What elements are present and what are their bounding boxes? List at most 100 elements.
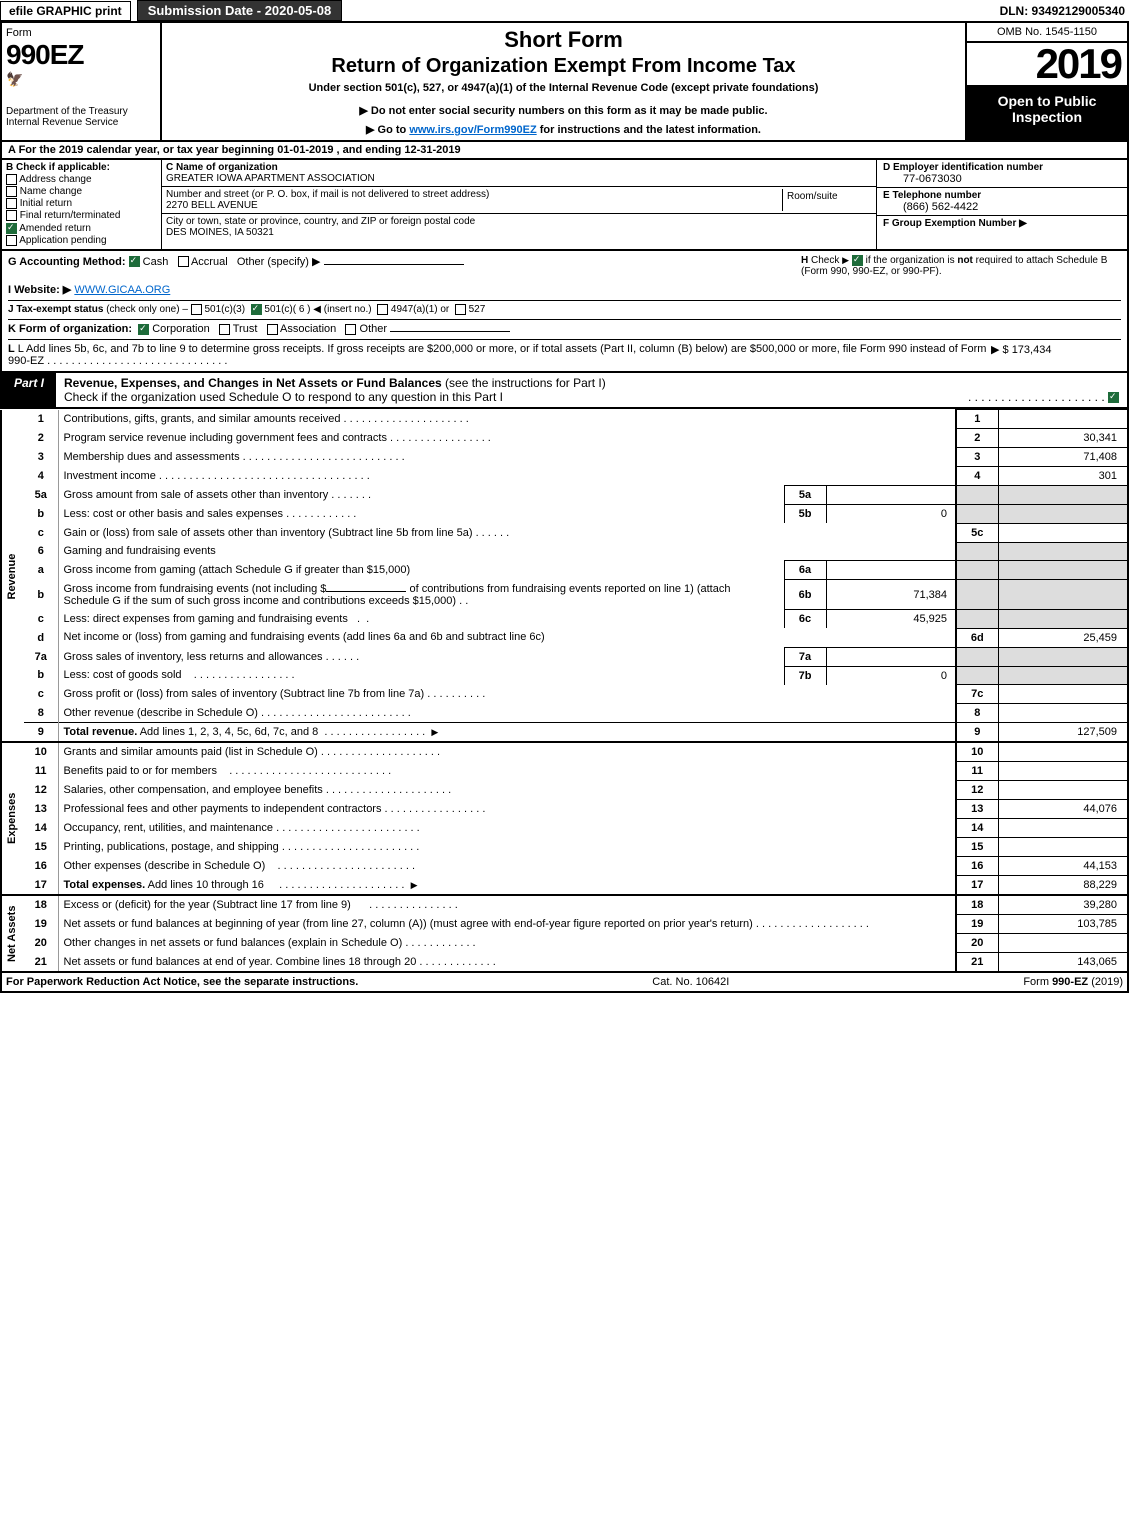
chk-other-org[interactable]	[345, 324, 356, 335]
l12-desc: Salaries, other compensation, and employ…	[64, 784, 323, 796]
go-to-instructions: ▶ Go to www.irs.gov/Form990EZ for instru…	[168, 123, 959, 136]
col-b-header: B Check if applicable:	[6, 162, 157, 173]
part1-header: Part I Revenue, Expenses, and Changes in…	[0, 373, 1129, 409]
l1-desc: Contributions, gifts, grants, and simila…	[64, 413, 341, 425]
l9-rv: 127,509	[998, 723, 1128, 743]
l7c-rn: 7c	[956, 685, 998, 704]
l6d-num: d	[24, 628, 58, 647]
l1-num: 1	[24, 410, 58, 429]
l1-rv	[998, 410, 1128, 429]
l3-desc: Membership dues and assessments	[64, 451, 240, 463]
chk-assoc[interactable]	[267, 324, 278, 335]
chk-501c3[interactable]	[191, 304, 202, 315]
l7b-num: b	[24, 666, 58, 685]
l17-rn: 17	[956, 876, 998, 896]
l7a-rshade	[956, 647, 998, 666]
chk-cash[interactable]	[129, 256, 140, 267]
chk-501c[interactable]	[251, 304, 262, 315]
chk-initial-return[interactable]: Initial return	[6, 198, 157, 209]
l5c-rn: 5c	[956, 523, 998, 542]
top-bar: efile GRAPHIC print Submission Date - 20…	[0, 0, 1129, 23]
l10-num: 10	[24, 742, 58, 762]
line-1: Revenue 1 Contributions, gifts, grants, …	[1, 410, 1128, 429]
row-g: G Accounting Method: Cash Accrual Other …	[8, 255, 801, 277]
part1-line-table: Revenue 1 Contributions, gifts, grants, …	[0, 409, 1129, 973]
l15-rn: 15	[956, 838, 998, 857]
irs-gov-link[interactable]: www.irs.gov/Form990EZ	[409, 124, 536, 136]
footer-paperwork: For Paperwork Reduction Act Notice, see …	[6, 976, 358, 988]
l19-num: 19	[24, 915, 58, 934]
l6a-mn: 6a	[784, 561, 826, 580]
chk-527[interactable]	[455, 304, 466, 315]
dln-label: DLN: 93492129005340	[1000, 4, 1129, 18]
l12-rv	[998, 781, 1128, 800]
l10-rn: 10	[956, 742, 998, 762]
line-16: 16 Other expenses (describe in Schedule …	[1, 857, 1128, 876]
line-20: 20 Other changes in net assets or fund b…	[1, 934, 1128, 953]
g-other-input[interactable]	[324, 264, 464, 265]
l7b-mn: 7b	[784, 666, 826, 685]
chk-trust[interactable]	[219, 324, 230, 335]
l2-rv: 30,341	[998, 429, 1128, 448]
l3-rn: 3	[956, 448, 998, 467]
e-phone-label: E Telephone number	[883, 190, 1121, 201]
l7b-mv: 0	[826, 666, 956, 685]
dept-treasury: Department of the Treasury	[6, 106, 156, 117]
chk-corp[interactable]	[138, 324, 149, 335]
line-13: 13 Professional fees and other payments …	[1, 800, 1128, 819]
revenue-vert-label: Revenue	[1, 410, 24, 743]
l6b-contrib-input[interactable]	[326, 591, 406, 592]
l6a-num: a	[24, 561, 58, 580]
l7a-num: 7a	[24, 647, 58, 666]
chk-application-pending[interactable]: Application pending	[6, 235, 157, 246]
l20-desc: Other changes in net assets or fund bala…	[64, 937, 403, 949]
l8-desc: Other revenue (describe in Schedule O)	[64, 707, 258, 719]
l18-desc: Excess or (deficit) for the year (Subtra…	[64, 899, 351, 911]
chk-schedule-o[interactable]	[1108, 392, 1119, 403]
row-l: L L Add lines 5b, 6c, and 7b to line 9 t…	[8, 339, 1121, 367]
l6c-mn: 6c	[784, 610, 826, 629]
c-street-label: Number and street (or P. O. box, if mail…	[166, 189, 489, 200]
l5b-rshade	[956, 505, 998, 524]
l7c-num: c	[24, 685, 58, 704]
chk-4947[interactable]	[377, 304, 388, 315]
do-not-ssn: ▶ Do not enter social security numbers o…	[168, 104, 959, 117]
row-a-tax-year: A For the 2019 calendar year, or tax yea…	[0, 142, 1129, 160]
line-11: 11 Benefits paid to or for members . . .…	[1, 762, 1128, 781]
chk-address-change[interactable]: Address change	[6, 174, 157, 185]
j-501c: 501(c)( 6 ) ◀ (insert no.)	[264, 304, 371, 315]
efile-print-button[interactable]: efile GRAPHIC print	[0, 1, 131, 21]
chk-name-change[interactable]: Name change	[6, 186, 157, 197]
k-other-input[interactable]	[390, 331, 510, 332]
part1-title-rest: (see the instructions for Part I)	[442, 376, 606, 390]
chk-amended-return[interactable]: Amended return	[6, 223, 157, 234]
l16-desc: Other expenses (describe in Schedule O)	[64, 860, 266, 872]
line-7c: c Gross profit or (loss) from sales of i…	[1, 685, 1128, 704]
l15-rv	[998, 838, 1128, 857]
page-footer: For Paperwork Reduction Act Notice, see …	[0, 973, 1129, 993]
l21-num: 21	[24, 953, 58, 973]
l6b-desc-pre: Gross income from fundraising events (no…	[64, 583, 327, 595]
section-ghijkl: G Accounting Method: Cash Accrual Other …	[0, 251, 1129, 373]
l5a-rvshade	[998, 486, 1128, 505]
line-7a: 7a Gross sales of inventory, less return…	[1, 647, 1128, 666]
l5c-rv	[998, 523, 1128, 542]
l6b-rvshade	[998, 580, 1128, 610]
part1-check-line: Check if the organization used Schedule …	[64, 390, 503, 404]
l14-rv	[998, 819, 1128, 838]
chk-accrual[interactable]	[178, 256, 189, 267]
tax-year: 2019	[967, 43, 1127, 87]
l7a-mn: 7a	[784, 647, 826, 666]
l4-rv: 301	[998, 467, 1128, 486]
submission-date-button[interactable]: Submission Date - 2020-05-08	[137, 0, 343, 21]
website-link[interactable]: WWW.GICAA.ORG	[74, 284, 170, 296]
chk-final-return[interactable]: Final return/terminated	[6, 210, 157, 221]
l2-desc: Program service revenue including govern…	[64, 432, 387, 444]
l-text: L Add lines 5b, 6c, and 7b to line 9 to …	[8, 343, 986, 367]
irs-eagle-icon: 🦅	[6, 71, 156, 88]
line-6c: c Less: direct expenses from gaming and …	[1, 610, 1128, 629]
line-17: 17 Total expenses. Add lines 10 through …	[1, 876, 1128, 896]
chk-h-schedule-b[interactable]	[852, 255, 863, 266]
l8-num: 8	[24, 704, 58, 723]
l13-num: 13	[24, 800, 58, 819]
